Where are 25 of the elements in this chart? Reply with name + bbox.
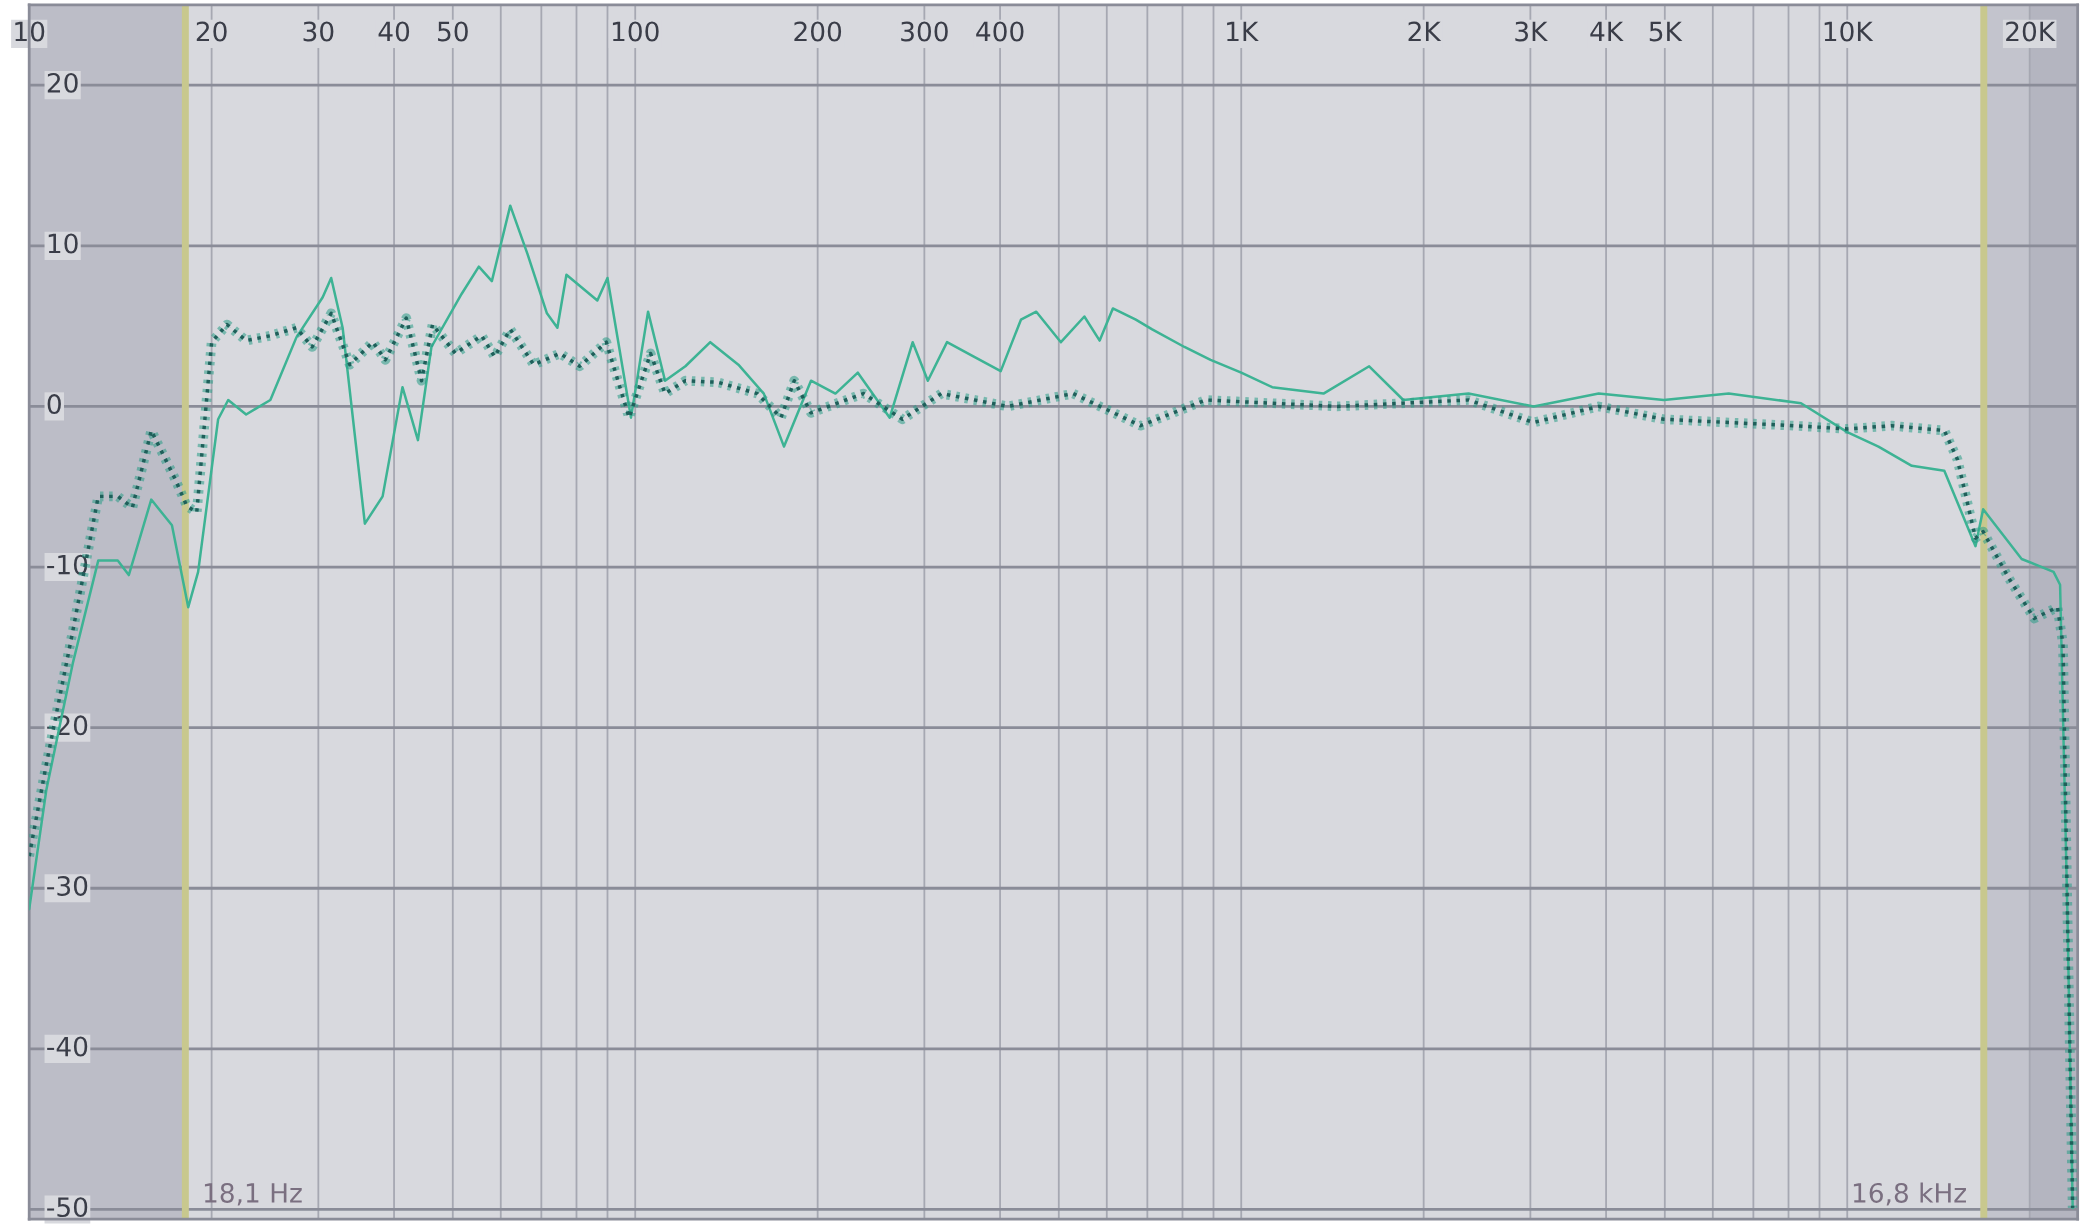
ref-line-label: 16,8 kHz (1853, 1182, 1966, 1206)
y-tick-label: -40 (47, 1036, 88, 1057)
y-tick-label: -30 (47, 875, 88, 896)
x-tick-label: 3K (1515, 21, 1548, 42)
x-tick-label: 100 (612, 21, 659, 42)
y-tick-label: -50 (47, 1197, 88, 1218)
x-tick-label: 30 (303, 21, 334, 42)
y-tick-label: 20 (47, 72, 78, 93)
x-tick-label: 20 (196, 21, 227, 42)
x-tick-label: 400 (976, 21, 1024, 42)
ref-line-label: 18,1 Hz (204, 1182, 302, 1206)
y-tick-label: -10 (47, 554, 88, 575)
x-tick-label: 2K (1408, 21, 1442, 42)
x-tick-label: 300 (901, 21, 948, 42)
x-tick-label: 4K (1590, 21, 1624, 42)
x-tick-label: 1K (1227, 21, 1259, 42)
x-tick-label: 50 (438, 21, 468, 42)
y-tick-label: 0 (47, 394, 61, 415)
x-tick-label: 5K (1649, 21, 1683, 42)
x-tick-label: 200 (794, 21, 842, 42)
x-tick-label: 40 (378, 21, 410, 42)
x-tick-label: 10K (1824, 21, 1874, 42)
x-tick-label: 10 (15, 21, 45, 42)
x-tick-label: 20K (2006, 21, 2056, 42)
y-tick-label: 10 (48, 233, 78, 254)
